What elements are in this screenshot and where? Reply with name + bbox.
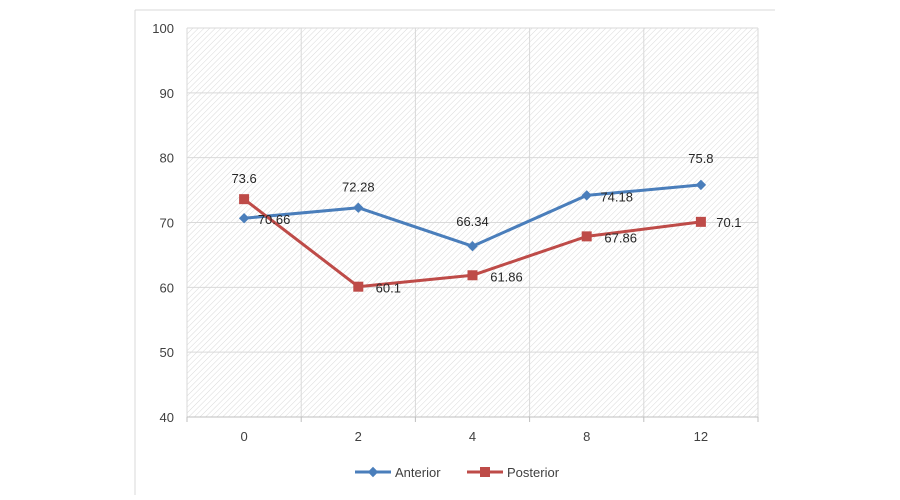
y-tick-label: 80 [160,151,174,166]
y-tick-label: 70 [160,216,174,231]
marker-diamond [581,190,592,201]
y-tick-label: 90 [160,86,174,101]
y-tick-label: 100 [152,21,174,36]
marker-square [480,467,490,477]
marker-diamond [367,466,379,478]
data-label: 60.1 [376,281,401,296]
x-tick-label: 12 [694,429,708,444]
data-label: 73.6 [231,171,256,186]
marker-diamond [467,241,478,252]
axes: 40 50 60 70 80 90 100 0 2 4 8 12 [152,21,759,444]
legend-label: Anterior [395,465,441,480]
data-label: 61.86 [490,269,523,284]
y-tick-label: 50 [160,345,174,360]
data-label: 74.18 [600,189,633,204]
marker-diamond [238,213,250,224]
x-tick-label: 4 [469,429,476,444]
data-label: 67.86 [604,230,637,245]
data-labels: 70.66 72.28 66.34 74.18 75.8 73.6 60.1 61.86 67.… [231,151,741,296]
data-label: 70.66 [258,212,291,227]
x-tick-label: 0 [240,429,247,444]
data-label: 66.34 [456,214,489,229]
marker-square [239,194,250,205]
data-label: 70.1 [716,215,741,230]
marker-square [353,281,364,292]
marker-square [581,231,592,242]
y-tick-label: 60 [160,280,174,295]
data-label: 72.28 [342,180,375,195]
x-tick-label: 2 [355,429,362,444]
marker-square [695,216,706,227]
marker-diamond [353,202,364,213]
legend: Anterior Posterior [355,465,560,480]
x-tick-label: 8 [583,429,590,444]
series [238,179,707,292]
marker-diamond [695,179,707,191]
y-tick-label: 40 [160,410,174,425]
legend-label: Posterior [507,465,560,480]
marker-square [467,270,478,281]
data-label: 75.8 [688,151,713,166]
